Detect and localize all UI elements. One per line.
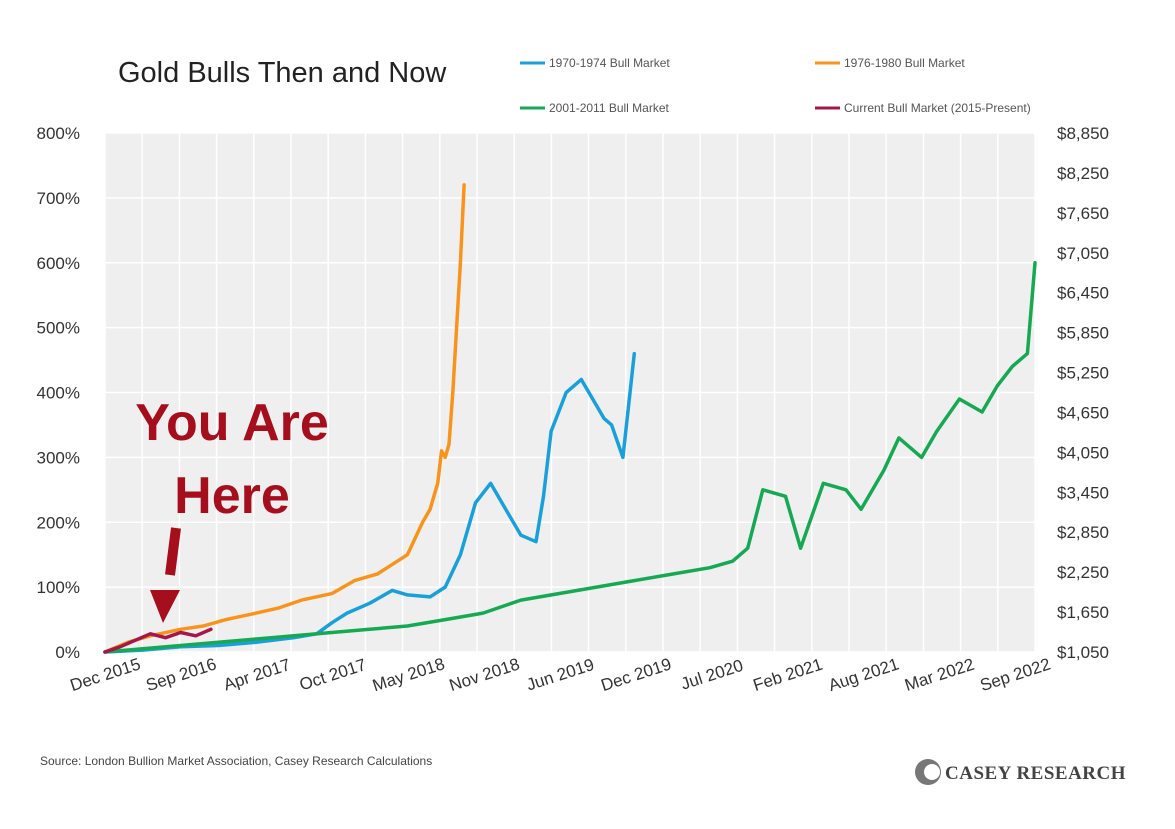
series-line-current-bull-market-2015-present-	[103, 627, 213, 654]
y-right-tick-label: $4,650	[1057, 403, 1109, 422]
y-left-tick-label: 200%	[37, 513, 80, 532]
legend-label: 1976-1980 Bull Market	[844, 56, 965, 70]
x-tick-label: Jun 2019	[524, 655, 596, 695]
annotation-arrow-head	[150, 590, 180, 623]
y-right-tick-label: $6,450	[1057, 284, 1109, 303]
legend: 1970-1974 Bull Market 1976-1980 Bull Mark…	[520, 56, 1031, 115]
series-line-1970-1974-bull-market	[103, 351, 637, 654]
x-tick-label: Feb 2021	[751, 655, 825, 695]
source-note: Source: London Bullion Market Associatio…	[40, 754, 432, 768]
y-left-tick-label: 0%	[55, 643, 80, 662]
brand-name: CASEY RESEARCH	[945, 763, 1126, 784]
y-left-tick-label: 500%	[37, 319, 80, 338]
annotation-line2: Here	[174, 467, 290, 525]
legend-label: Current Bull Market (2015-Present)	[844, 101, 1031, 115]
y-right-tick-label: $8,850	[1057, 124, 1109, 143]
y-right-tick-label: $7,650	[1057, 204, 1109, 223]
annotation-line1: You Are	[135, 394, 329, 452]
y-left-tick-label: 100%	[37, 578, 80, 597]
x-tick-label: Sep 2022	[978, 654, 1053, 695]
series-line-2001-2011-bull-market	[103, 261, 1037, 654]
x-tick-label: Oct 2017	[297, 655, 368, 694]
y-right-tick-label: $2,250	[1057, 563, 1109, 582]
x-tick-label: Sep 2016	[144, 654, 219, 695]
y-left-tick-label: 300%	[37, 448, 80, 467]
y-left-tick-label: 600%	[37, 254, 80, 273]
left-axis: 0% 100% 200% 300% 400% 500% 600% 700% 800%	[37, 124, 80, 662]
y-right-tick-label: $8,250	[1057, 164, 1109, 183]
y-right-tick-label: $5,850	[1057, 324, 1109, 343]
legend-label: 1970-1974 Bull Market	[549, 56, 670, 70]
annotation: You Are Here	[135, 394, 329, 623]
brand-logo: CASEY RESEARCH	[915, 759, 1126, 785]
y-left-tick-label: 800%	[37, 124, 80, 143]
x-tick-label: Mar 2022	[902, 655, 976, 695]
grid	[104, 132, 1036, 653]
annotation-arrow	[165, 527, 181, 576]
series-layer	[103, 183, 1037, 654]
x-tick-label: Apr 2017	[221, 655, 292, 694]
right-axis: $1,050 $1,650 $2,250 $2,850 $3,450 $4,050 $4,6…	[1057, 124, 1109, 662]
y-left-tick-label: 700%	[37, 189, 80, 208]
x-tick-label: Aug 2021	[826, 654, 901, 695]
x-tick-label: Nov 2018	[447, 654, 522, 695]
y-right-tick-label: $7,050	[1057, 244, 1109, 263]
y-right-tick-label: $5,250	[1057, 364, 1109, 383]
legend-label: 2001-2011 Bull Market	[549, 101, 670, 115]
y-left-tick-label: 400%	[37, 384, 80, 403]
x-tick-label: Dec 2019	[599, 654, 674, 695]
y-right-tick-label: $3,450	[1057, 483, 1109, 502]
x-tick-label: Jul 2020	[678, 656, 745, 694]
series-line-1976-1980-bull-market	[103, 183, 466, 654]
y-right-tick-label: $1,050	[1057, 643, 1109, 662]
y-right-tick-label: $4,050	[1057, 443, 1109, 462]
chart-title: Gold Bulls Then and Now	[118, 57, 447, 89]
x-tick-label: May 2018	[370, 654, 447, 695]
y-right-tick-label: $2,850	[1057, 523, 1109, 542]
y-right-tick-label: $1,650	[1057, 603, 1109, 622]
x-axis: Dec 2015 Sep 2016 Apr 2017 Oct 2017 May 2018…	[68, 654, 1053, 695]
